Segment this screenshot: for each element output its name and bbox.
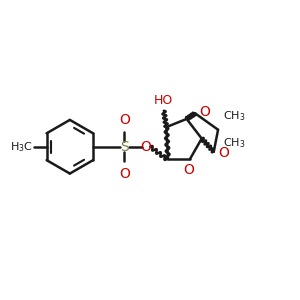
Text: O: O — [200, 105, 210, 119]
Text: O: O — [184, 163, 194, 177]
Text: O: O — [119, 113, 130, 127]
Text: O: O — [119, 167, 130, 181]
Text: CH$_3$: CH$_3$ — [223, 136, 245, 150]
Text: HO: HO — [154, 94, 173, 107]
Text: S: S — [120, 140, 129, 154]
Text: CH$_3$: CH$_3$ — [223, 110, 245, 123]
Text: O: O — [218, 146, 229, 160]
Text: H$_3$C: H$_3$C — [10, 140, 33, 154]
Text: O: O — [141, 140, 152, 154]
